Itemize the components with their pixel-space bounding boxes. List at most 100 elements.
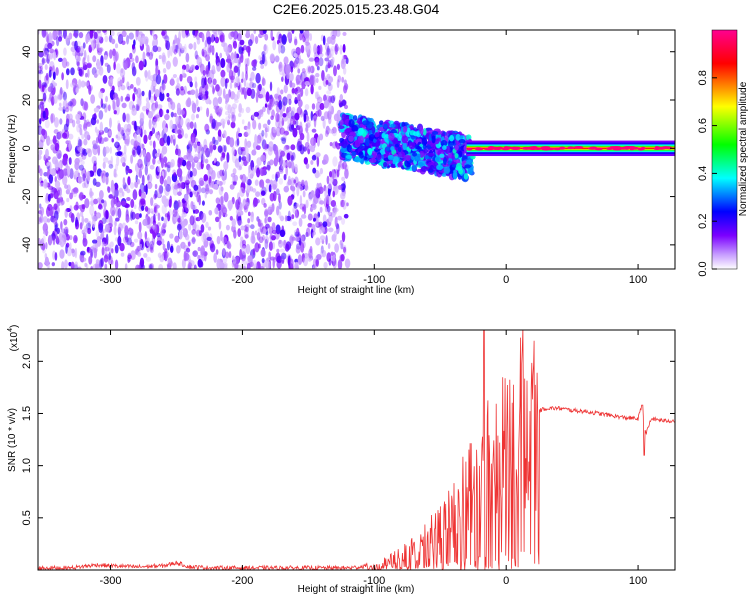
heatmap-cell xyxy=(310,110,314,121)
heatmap-cell xyxy=(459,135,464,139)
heatmap-cell xyxy=(320,245,324,254)
heatmap-cell xyxy=(189,215,195,226)
heatmap-cell xyxy=(58,36,63,42)
heatmap-cell xyxy=(77,138,82,148)
heatmap-cell xyxy=(237,152,241,157)
heatmap-cell xyxy=(196,161,202,171)
heatmap-cell xyxy=(312,217,317,222)
heatmap-cell xyxy=(280,44,286,54)
heatmap-cell xyxy=(163,251,168,262)
heatmap-cell xyxy=(216,179,220,185)
heatmap-cell xyxy=(288,106,292,112)
heatmap-cell xyxy=(238,112,242,118)
heatmap-cell xyxy=(84,81,90,87)
heatmap-cell xyxy=(113,198,117,205)
heatmap-cell xyxy=(312,115,318,123)
heatmap-cell xyxy=(218,220,222,230)
heatmap-cell xyxy=(70,261,75,269)
heatmap-cell xyxy=(279,243,283,248)
heatmap-cell xyxy=(156,240,162,246)
heatmap-cell xyxy=(180,117,184,127)
heatmap-cell xyxy=(102,75,108,84)
heatmap-cell xyxy=(291,214,295,220)
heatmap-cell xyxy=(280,136,287,142)
heatmap-cell xyxy=(119,79,123,87)
heatmap-cell xyxy=(75,216,78,227)
heatmap-cell xyxy=(251,235,256,244)
heatmap-cell xyxy=(231,146,236,156)
heatmap-cell xyxy=(126,113,131,124)
heatmap-cell xyxy=(201,77,206,89)
heatmap-cell xyxy=(96,119,100,124)
heatmap-cell xyxy=(127,176,131,186)
heatmap-cell xyxy=(111,210,116,217)
heatmap-cell xyxy=(81,147,86,156)
heatmap-cell xyxy=(161,227,165,236)
heatmap-cell xyxy=(67,165,71,177)
heatmap-cell xyxy=(136,87,142,99)
heatmap-cell xyxy=(332,30,338,38)
heatmap-cell xyxy=(255,145,261,151)
heatmap-cell xyxy=(269,233,274,240)
heatmap-cell xyxy=(281,76,284,82)
heatmap-cell xyxy=(203,138,208,150)
heatmap-cell xyxy=(150,243,153,252)
heatmap-cell xyxy=(298,217,303,228)
heatmap-cell xyxy=(280,150,286,157)
heatmap-cell xyxy=(119,243,125,252)
heatmap-cell xyxy=(145,97,150,103)
heatmap-cell xyxy=(69,242,72,250)
heatmap-cell xyxy=(135,264,141,269)
heatmap-cell xyxy=(234,158,240,168)
heatmap-cell xyxy=(111,138,115,143)
heatmap-cell xyxy=(260,87,266,99)
heatmap-cell xyxy=(299,144,305,155)
heatmap-cell xyxy=(337,75,342,83)
heatmap-cell xyxy=(148,118,152,130)
heatmap-cell xyxy=(188,223,192,231)
heatmap-cell xyxy=(264,210,269,217)
heatmap-cell xyxy=(65,208,71,213)
heatmap-cell xyxy=(113,225,117,236)
heatmap-cell xyxy=(101,103,106,109)
heatmap-cell xyxy=(207,47,212,56)
heatmap-cell xyxy=(89,30,94,39)
spectrogram-y-label: Frequency (Hz) xyxy=(7,115,18,184)
heatmap-cell xyxy=(39,118,42,125)
heatmap-cell xyxy=(115,134,119,139)
heatmap-cell xyxy=(85,263,89,269)
heatmap-cell xyxy=(261,168,267,176)
heatmap-cell xyxy=(282,133,287,143)
heatmap-cell xyxy=(261,257,265,264)
heatmap-cell xyxy=(103,254,109,263)
heatmap-cell xyxy=(226,152,230,163)
heatmap-cell xyxy=(42,230,49,235)
heatmap-cell xyxy=(336,169,340,178)
heatmap-cell xyxy=(283,239,287,246)
heatmap-cell xyxy=(184,194,189,202)
heatmap-cell xyxy=(90,196,94,207)
heatmap-cell xyxy=(146,52,151,57)
heatmap-cell xyxy=(232,175,236,182)
x-tick-label: 100 xyxy=(629,575,647,587)
heatmap-cell xyxy=(195,229,202,237)
heatmap-cell xyxy=(388,132,395,141)
heatmap-cell xyxy=(75,119,81,125)
heatmap-cell xyxy=(332,178,338,187)
heatmap-cell xyxy=(157,252,162,258)
heatmap-cell xyxy=(343,180,346,191)
heatmap-cell xyxy=(201,200,205,206)
heatmap-cell xyxy=(247,169,253,180)
heatmap-cell xyxy=(80,98,84,107)
heatmap-cell xyxy=(291,87,296,94)
heatmap-cell xyxy=(243,204,249,213)
heatmap-cell xyxy=(87,148,93,158)
heatmap-cell xyxy=(102,161,106,169)
heatmap-cell xyxy=(54,180,61,189)
heatmap-cell xyxy=(154,114,160,119)
heatmap-cell xyxy=(140,192,146,200)
heatmap-cell xyxy=(204,39,208,48)
heatmap-cell xyxy=(39,126,43,137)
heatmap-cell xyxy=(143,129,147,136)
heatmap-cell xyxy=(165,183,171,192)
